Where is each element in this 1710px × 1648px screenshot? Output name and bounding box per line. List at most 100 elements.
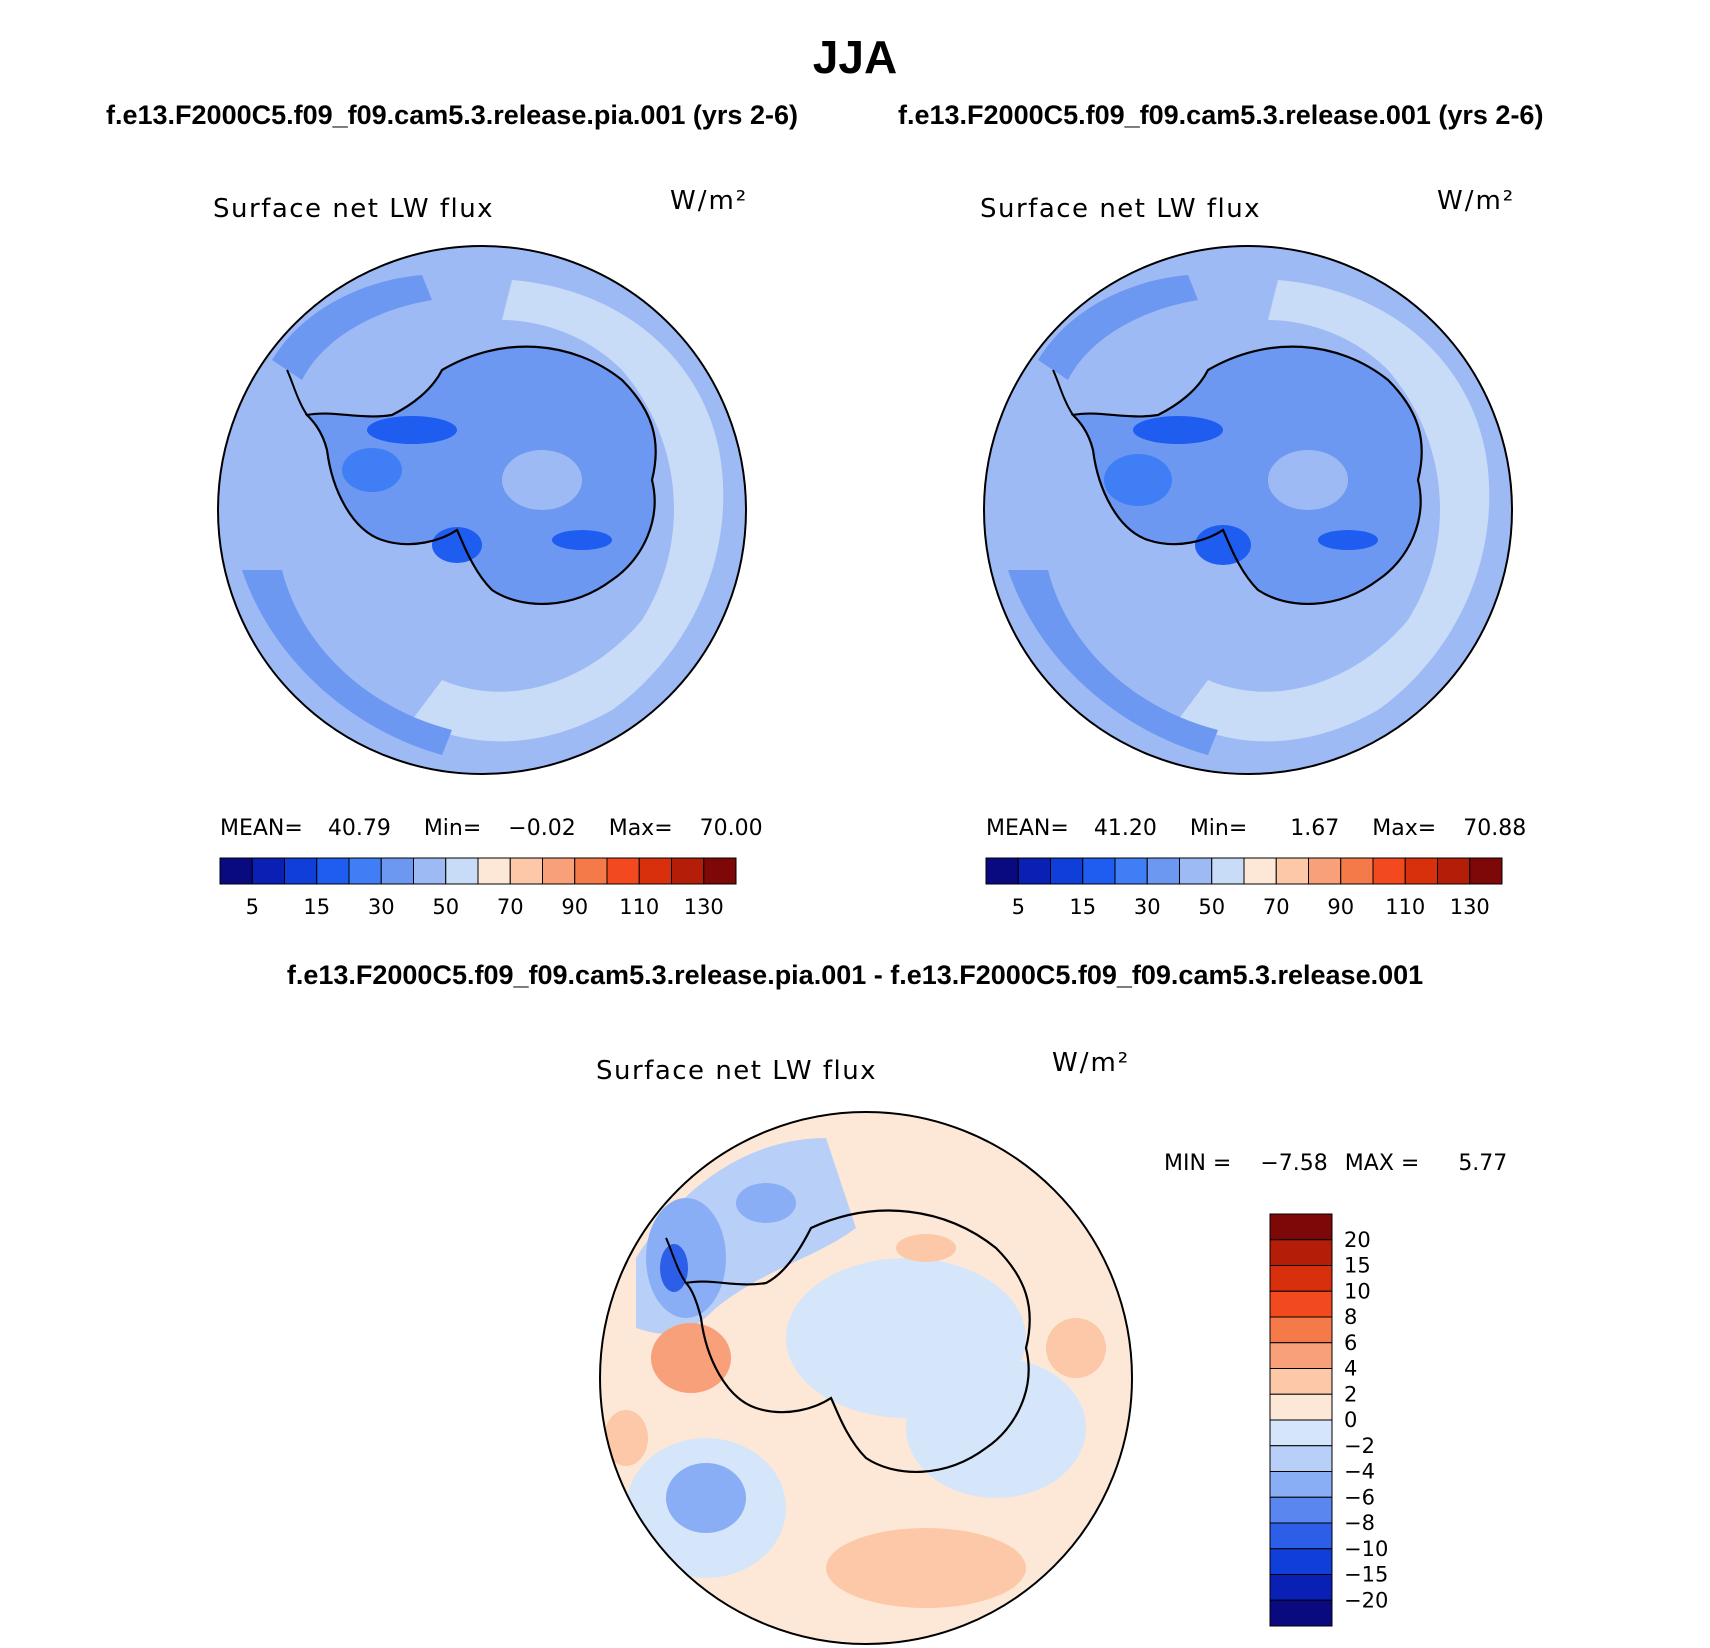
left-colorbar-tick-label: 110: [619, 895, 659, 919]
right-colorbar-tick-label: 5: [1012, 895, 1025, 919]
diff-colorbar-box: [1269, 1419, 1333, 1447]
left-max-label: Max=: [608, 816, 673, 841]
left-variable-title: Surface net LW flux: [213, 194, 495, 224]
right-colorbar-box: [1275, 857, 1309, 885]
diff-colorbar-tick-label: 6: [1344, 1331, 1357, 1355]
diff-colorbar-tick-label: −20: [1344, 1588, 1388, 1612]
right-colorbar-tick-label: 15: [1069, 895, 1096, 919]
left-colorbar-box: [251, 857, 285, 885]
left-colorbar-box: [219, 857, 253, 885]
left-colorbar-tick-label: 5: [246, 895, 259, 919]
right-colorbar-box: [1050, 857, 1084, 885]
left-colorbar-box: [574, 857, 608, 885]
right-min-label: Min=: [1189, 816, 1248, 841]
diff-colorbar-tick-label: −4: [1344, 1460, 1375, 1484]
right-max-value: 70.88: [1463, 816, 1527, 841]
left-colorbar-box: [413, 857, 447, 885]
right-min-value: 1.67: [1290, 816, 1340, 841]
diff-colorbar-box: [1269, 1393, 1333, 1421]
diff-min-label: MIN =: [1164, 1151, 1232, 1176]
left-polar-map: [217, 245, 747, 775]
diff-polar-map: [599, 1111, 1133, 1645]
diff-colorbar-tick-label: −8: [1344, 1511, 1375, 1535]
left-colorbar: 5 15 30 50 70 90 110 130: [219, 857, 737, 919]
diff-colorbar-box: [1269, 1239, 1333, 1266]
left-min-value: −0.02: [508, 816, 576, 841]
diff-colorbar-box: [1269, 1496, 1333, 1524]
left-colorbar-tick-label: 30: [368, 895, 395, 919]
diff-colorbar-tick-label: 10: [1344, 1279, 1371, 1303]
right-mean-label: MEAN=: [986, 816, 1069, 841]
right-colorbar-box: [1146, 857, 1180, 885]
left-colorbar-tick-label: 15: [303, 895, 330, 919]
right-colorbar-tick-label: 70: [1263, 895, 1290, 919]
right-colorbar-tick-label: 90: [1327, 895, 1354, 919]
left-colorbar-tick-label: 70: [497, 895, 524, 919]
right-max-label: Max=: [1372, 816, 1437, 841]
diff-colorbar-box: [1269, 1599, 1333, 1627]
left-mean-value: 40.79: [327, 816, 391, 841]
left-case-title: f.e13.F2000C5.f09_f09.cam5.3.release.pia…: [106, 100, 798, 130]
diff-colorbar-tick-label: 20: [1344, 1228, 1371, 1252]
diff-min-value: −7.58: [1260, 1151, 1328, 1176]
diff-colorbar-tick-label: 2: [1344, 1382, 1357, 1406]
diff-colorbar-tick-label: −10: [1344, 1537, 1388, 1561]
diff-colorbar-box: [1269, 1265, 1333, 1292]
left-mean-label: MEAN=: [220, 816, 303, 841]
right-colorbar-tick-label: 130: [1450, 895, 1490, 919]
right-colorbar-tick-label: 30: [1134, 895, 1161, 919]
right-colorbar-box: [1082, 857, 1116, 885]
right-mean-value: 41.20: [1093, 816, 1157, 841]
diff-colorbar-tick-label: −15: [1344, 1563, 1388, 1587]
left-colorbar-box: [606, 857, 640, 885]
left-colorbar-box: [348, 857, 382, 885]
diff-colorbar-box: [1269, 1213, 1333, 1241]
left-colorbar-box: [316, 857, 350, 885]
left-colorbar-box: [542, 857, 576, 885]
right-colorbar-box: [1437, 857, 1471, 885]
left-max-value: 70.00: [699, 816, 763, 841]
diff-colorbar-box: [1269, 1316, 1333, 1344]
diff-colorbar-box: [1269, 1548, 1333, 1575]
diff-colorbar-tick-label: 4: [1344, 1357, 1357, 1381]
right-colorbar-box: [1114, 857, 1148, 885]
left-colorbar-box: [509, 857, 543, 885]
left-colorbar-box: [284, 857, 318, 885]
diff-colorbar-box: [1269, 1290, 1333, 1318]
left-colorbar-box: [703, 857, 737, 885]
right-colorbar-tick-label: 50: [1198, 895, 1225, 919]
left-colorbar-tick-label: 130: [684, 895, 724, 919]
diff-max-value: 5.77: [1458, 1151, 1508, 1176]
right-variable-title: Surface net LW flux: [980, 194, 1262, 224]
right-colorbar-box: [1469, 857, 1503, 885]
diff-colorbar-tick-label: 0: [1344, 1408, 1357, 1432]
right-polar-map: [983, 245, 1513, 775]
diff-colorbar-tick-label: −2: [1344, 1434, 1375, 1458]
right-colorbar-box: [1211, 857, 1245, 885]
right-colorbar-box: [1243, 857, 1277, 885]
left-colorbar-box: [380, 857, 414, 885]
left-colorbar-box: [671, 857, 705, 885]
right-colorbar-box: [1179, 857, 1213, 885]
right-colorbar-box: [1404, 857, 1438, 885]
right-colorbar-box: [1017, 857, 1051, 885]
diff-max-label: MAX =: [1344, 1151, 1420, 1176]
left-min-label: Min=: [423, 816, 482, 841]
diff-colorbar-box: [1269, 1471, 1333, 1498]
diff-units: W/m²: [1052, 1048, 1131, 1078]
diff-variable-title: Surface net LW flux: [596, 1056, 878, 1086]
right-case-title: f.e13.F2000C5.f09_f09.cam5.3.release.001…: [898, 100, 1544, 130]
diff-colorbar-box: [1269, 1574, 1333, 1601]
figure-title: JJA: [812, 31, 898, 83]
left-units: W/m²: [670, 186, 749, 216]
diff-colorbar-box: [1269, 1522, 1333, 1550]
right-colorbar-box: [1340, 857, 1374, 885]
right-colorbar-box: [1308, 857, 1342, 885]
diff-colorbar-box: [1269, 1342, 1333, 1369]
right-colorbar: 5 15 30 50 70 90 110 130: [985, 857, 1503, 919]
diff-colorbar-tick-label: 15: [1344, 1254, 1371, 1278]
right-units: W/m²: [1437, 186, 1516, 216]
diff-colorbar-tick-label: −6: [1344, 1485, 1375, 1509]
left-colorbar-box: [445, 857, 479, 885]
